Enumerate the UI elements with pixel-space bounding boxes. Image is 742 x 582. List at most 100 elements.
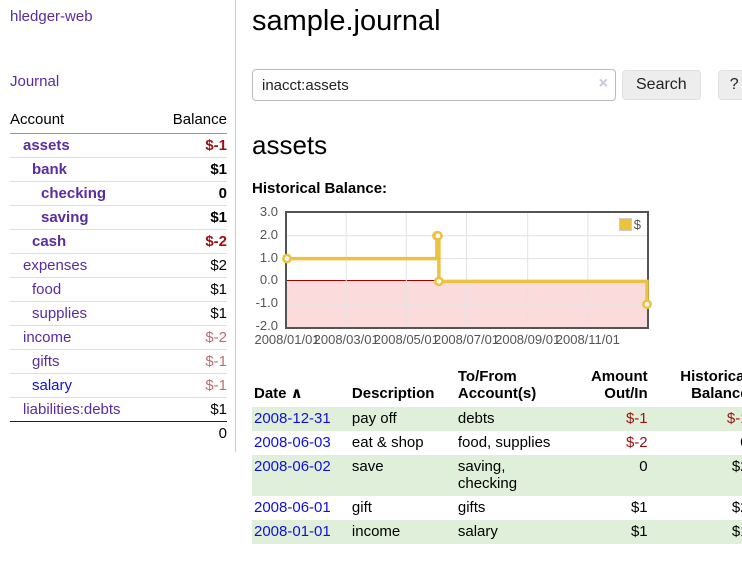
account-heading: assets — [252, 130, 328, 160]
transaction-accounts: salary — [457, 523, 498, 540]
app-title-link[interactable]: hledger-web — [10, 8, 93, 25]
account-link-salary[interactable]: salary — [32, 377, 73, 394]
account-balance: $-2 — [155, 325, 227, 350]
search-button[interactable]: Search — [622, 70, 701, 100]
register-row: 2008-06-01 gift gifts $1 $2 — [252, 496, 742, 520]
account-row: checking 0 — [10, 181, 227, 206]
account-balance: $1 — [155, 397, 227, 422]
account-link-income[interactable]: income — [23, 329, 72, 346]
transaction-balance: 0 — [650, 431, 742, 455]
account-balance: $-1 — [155, 373, 227, 398]
transaction-balance: $2 — [731, 458, 742, 475]
transaction-amount: $1 — [630, 499, 648, 516]
page-title: sample.journal — [252, 5, 441, 37]
transaction-date-link[interactable]: 2008-01-01 — [254, 523, 331, 540]
data-point-marker — [642, 299, 652, 310]
account-balance: $-2 — [155, 229, 227, 254]
account-link-checking[interactable]: checking — [41, 185, 107, 202]
y-axis-tick-label: 0.0 — [259, 272, 278, 288]
transaction-accounts: gifts — [457, 499, 486, 516]
app-window: hledger-web Journal Account Balance asse… — [0, 0, 742, 564]
transaction-date-link[interactable]: 2008-06-01 — [254, 499, 331, 516]
transaction-balance: $-1 — [726, 410, 742, 427]
sidebar-item-journal[interactable]: Journal — [10, 73, 60, 90]
account-balance: $1 — [155, 301, 227, 326]
account-balance: $-1 — [205, 137, 227, 154]
transaction-amount: $-1 — [625, 410, 648, 427]
accounts-col-balance: Balance — [155, 108, 227, 134]
chart-plot-area: $ — [282, 211, 652, 329]
register-col-amount: Amount Out/In — [590, 368, 648, 402]
account-link-assets[interactable]: assets — [23, 137, 70, 154]
account-row: bank $1 — [10, 157, 227, 182]
account-link-cash[interactable]: cash — [32, 233, 67, 250]
search-input[interactable] — [252, 69, 616, 101]
search-help-button[interactable]: ? — [717, 70, 742, 100]
register-row: 2008-06-02 save saving, checking 0 $2 — [252, 455, 742, 496]
chart-title: Historical Balance: — [252, 180, 388, 197]
account-row: saving $1 — [10, 205, 227, 230]
transaction-date-link[interactable]: 2008-06-03 — [254, 434, 331, 451]
historical-balance-chart: $ 3.0 2.0 1.0 0.0 -1.0 -2.0 2008/01/01 2008/03/… — [252, 205, 656, 352]
account-row: expenses $2 — [10, 253, 227, 278]
y-axis-tick-label: -2.0 — [255, 318, 278, 333]
register-row: 2008-01-01 income salary $1 $1 — [252, 520, 742, 544]
account-row: food $1 — [10, 277, 227, 302]
transaction-accounts: debts — [457, 410, 495, 427]
transaction-amount: $-2 — [625, 434, 648, 451]
accounts-table: Account Balance assets $-1 bank $1 checking 0… — [10, 108, 227, 445]
chart-legend: $ — [617, 217, 642, 232]
account-balance: $1 — [155, 205, 227, 230]
transaction-date-link[interactable]: 2008-12-31 — [254, 410, 331, 427]
account-link-bank[interactable]: bank — [32, 161, 68, 178]
x-axis-tick-label: 2008/09/01 — [495, 332, 561, 347]
legend-swatch — [618, 218, 632, 231]
search-form: × Search ? — [252, 69, 742, 101]
x-axis-tick-label: 2008/03/01 — [313, 332, 379, 347]
x-axis-tick-label: 2008/05/01 — [373, 332, 439, 347]
transaction-balance: $1 — [731, 523, 742, 540]
transaction-balance: $2 — [731, 499, 742, 516]
transaction-date-link[interactable]: 2008-06-02 — [254, 458, 331, 475]
account-link-saving[interactable]: saving — [41, 209, 89, 226]
account-balance: $-1 — [155, 349, 227, 374]
accounts-col-account: Account — [10, 108, 156, 134]
y-axis-tick-label: -1.0 — [255, 295, 278, 311]
transaction-description: gift — [351, 499, 372, 516]
register-table: Date ∧ Description To/From Account(s) Amoun… — [252, 366, 742, 544]
account-link-liabilities-debts[interactable]: liabilities:debts — [23, 401, 121, 418]
register-col-historical: Historical Balance — [680, 368, 742, 402]
transaction-amount: 0 — [639, 458, 648, 475]
chart-series-svg — [282, 213, 652, 327]
account-link-gifts[interactable]: gifts — [32, 353, 60, 370]
account-row: cash $-2 — [10, 229, 227, 254]
transaction-amount: $1 — [630, 523, 648, 540]
main-content: sample.journal × Search ? assets Histori… — [236, 0, 742, 564]
account-row: assets $-1 — [10, 134, 227, 158]
data-point-marker — [433, 276, 444, 287]
account-link-expenses[interactable]: expenses — [23, 257, 88, 274]
legend-label: $ — [633, 217, 641, 232]
account-link-food[interactable]: food — [32, 281, 62, 298]
sidebar: hledger-web Journal Account Balance asse… — [0, 0, 236, 452]
account-row: supplies $1 — [10, 301, 227, 326]
register-col-description: Description — [351, 385, 435, 402]
transaction-description: income — [351, 523, 401, 540]
account-balance: $2 — [155, 253, 227, 278]
account-balance: 0 — [155, 181, 227, 206]
account-balance: $1 — [155, 277, 227, 302]
clear-search-icon[interactable]: × — [598, 75, 608, 92]
transaction-description: save — [351, 458, 384, 475]
account-row: gifts $-1 — [10, 349, 227, 374]
sort-ascending-icon[interactable]: ∧ — [286, 385, 303, 402]
transaction-description: pay off — [351, 410, 397, 427]
register-col-date[interactable]: Date ∧ — [254, 385, 303, 402]
x-axis-tick-label: 2008/01/01 — [254, 332, 320, 347]
search-box: × — [252, 69, 616, 101]
data-point-marker — [433, 230, 443, 241]
account-row: salary $-1 — [10, 373, 227, 398]
x-axis-tick-label: 2008/07/01 — [433, 332, 500, 347]
register-col-to-from: To/From Account(s) — [457, 368, 537, 402]
account-link-supplies[interactable]: supplies — [32, 305, 88, 322]
transaction-description: eat & shop — [351, 434, 424, 451]
